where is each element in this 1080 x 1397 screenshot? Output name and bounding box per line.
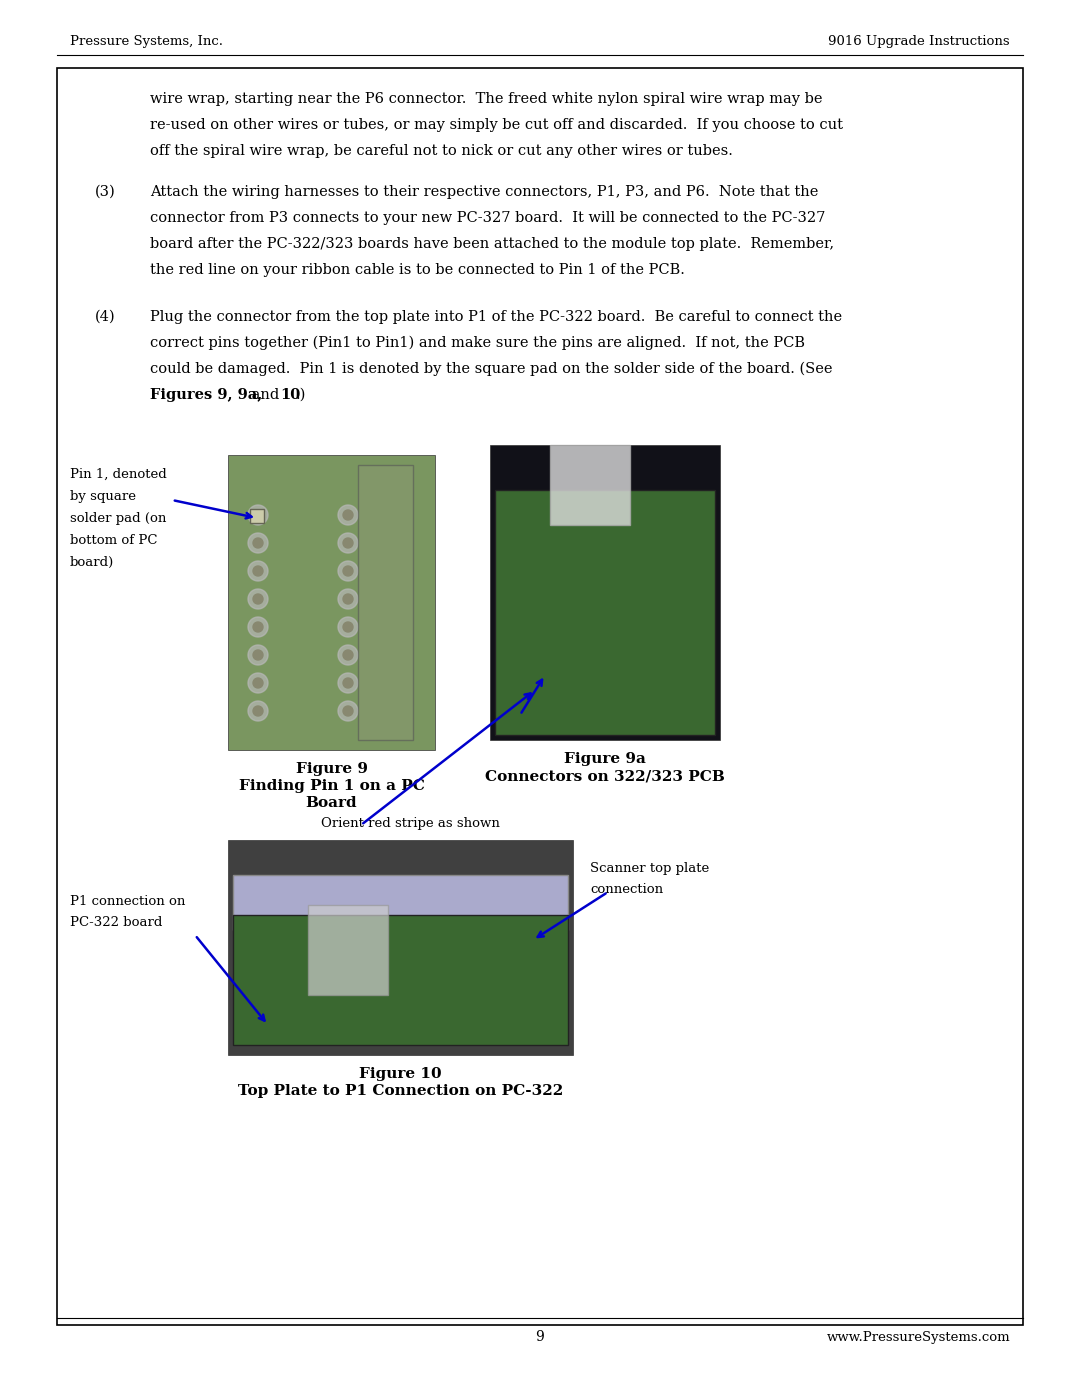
Circle shape <box>343 566 353 576</box>
Circle shape <box>253 538 264 548</box>
Text: Figure 10: Figure 10 <box>360 1067 442 1081</box>
Text: Figure 9: Figure 9 <box>296 761 367 775</box>
Text: 10: 10 <box>280 388 300 402</box>
Text: 9016 Upgrade Instructions: 9016 Upgrade Instructions <box>828 35 1010 49</box>
Text: could be damaged.  Pin 1 is denoted by the square pad on the solder side of the : could be damaged. Pin 1 is denoted by th… <box>150 362 833 376</box>
Circle shape <box>343 705 353 717</box>
Circle shape <box>338 645 357 665</box>
Text: Plug the connector from the top plate into P1 of the PC-322 board.  Be careful t: Plug the connector from the top plate in… <box>150 310 842 324</box>
Circle shape <box>338 590 357 609</box>
Bar <box>233 875 568 930</box>
Circle shape <box>248 645 268 665</box>
Circle shape <box>253 650 264 659</box>
Circle shape <box>248 504 268 525</box>
Text: Connectors on 322/323 PCB: Connectors on 322/323 PCB <box>485 768 725 782</box>
Circle shape <box>338 701 357 721</box>
Circle shape <box>253 594 264 604</box>
Text: Pressure Systems, Inc.: Pressure Systems, Inc. <box>70 35 222 49</box>
Text: Board: Board <box>306 796 357 810</box>
Circle shape <box>338 673 357 693</box>
Bar <box>550 446 630 525</box>
Text: by square: by square <box>70 490 136 503</box>
Text: board): board) <box>70 556 114 569</box>
Text: P1 connection on: P1 connection on <box>70 895 186 908</box>
Text: Attach the wiring harnesses to their respective connectors, P1, P3, and P6.  Not: Attach the wiring harnesses to their res… <box>150 184 819 198</box>
Circle shape <box>253 510 264 520</box>
Circle shape <box>253 678 264 687</box>
Circle shape <box>338 562 357 581</box>
Circle shape <box>248 562 268 581</box>
Circle shape <box>248 534 268 553</box>
Circle shape <box>343 622 353 631</box>
Text: (4): (4) <box>95 310 116 324</box>
Text: Orient red stripe as shown: Orient red stripe as shown <box>322 817 500 830</box>
Circle shape <box>253 705 264 717</box>
Text: (3): (3) <box>95 184 116 198</box>
Text: connection: connection <box>590 883 663 895</box>
Bar <box>228 455 435 750</box>
Circle shape <box>253 566 264 576</box>
Circle shape <box>248 617 268 637</box>
Circle shape <box>248 701 268 721</box>
Text: the red line on your ribbon cable is to be connected to Pin 1 of the PCB.: the red line on your ribbon cable is to … <box>150 263 685 277</box>
Bar <box>228 840 573 1055</box>
Bar <box>308 905 388 995</box>
Bar <box>490 446 720 740</box>
Text: correct pins together (Pin1 to Pin1) and make sure the pins are aligned.  If not: correct pins together (Pin1 to Pin1) and… <box>150 337 805 351</box>
Text: .): .) <box>296 388 307 402</box>
Circle shape <box>248 673 268 693</box>
Circle shape <box>343 510 353 520</box>
Text: Figure 9a: Figure 9a <box>564 752 646 766</box>
Bar <box>357 465 413 740</box>
Circle shape <box>343 650 353 659</box>
Text: www.PressureSystems.com: www.PressureSystems.com <box>826 1330 1010 1344</box>
Circle shape <box>248 590 268 609</box>
Text: board after the PC-322/323 boards have been attached to the module top plate.  R: board after the PC-322/323 boards have b… <box>150 237 834 251</box>
Text: solder pad (on: solder pad (on <box>70 511 166 525</box>
Circle shape <box>253 622 264 631</box>
Text: connector from P3 connects to your new PC-327 board.  It will be connected to th: connector from P3 connects to your new P… <box>150 211 825 225</box>
Text: PC-322 board: PC-322 board <box>70 916 162 929</box>
Bar <box>233 915 568 1045</box>
Text: Pin 1, denoted: Pin 1, denoted <box>70 468 166 481</box>
Text: Scanner top plate: Scanner top plate <box>590 862 710 875</box>
Circle shape <box>338 617 357 637</box>
Bar <box>495 490 715 735</box>
Circle shape <box>338 504 357 525</box>
Text: Top Plate to P1 Connection on PC-322: Top Plate to P1 Connection on PC-322 <box>238 1084 563 1098</box>
Text: off the spiral wire wrap, be careful not to nick or cut any other wires or tubes: off the spiral wire wrap, be careful not… <box>150 144 733 158</box>
Text: Finding Pin 1 on a PC: Finding Pin 1 on a PC <box>239 780 424 793</box>
Bar <box>249 509 264 522</box>
Text: and: and <box>247 388 284 402</box>
Text: wire wrap, starting near the P6 connector.  The freed white nylon spiral wire wr: wire wrap, starting near the P6 connecto… <box>150 92 823 106</box>
Circle shape <box>343 678 353 687</box>
Bar <box>57 68 1023 1324</box>
Text: 9: 9 <box>536 1330 544 1344</box>
Text: re-used on other wires or tubes, or may simply be cut off and discarded.  If you: re-used on other wires or tubes, or may … <box>150 117 843 131</box>
Text: bottom of PC: bottom of PC <box>70 534 158 548</box>
Circle shape <box>343 594 353 604</box>
Circle shape <box>343 538 353 548</box>
Circle shape <box>338 534 357 553</box>
Text: Figures 9, 9a,: Figures 9, 9a, <box>150 388 262 402</box>
